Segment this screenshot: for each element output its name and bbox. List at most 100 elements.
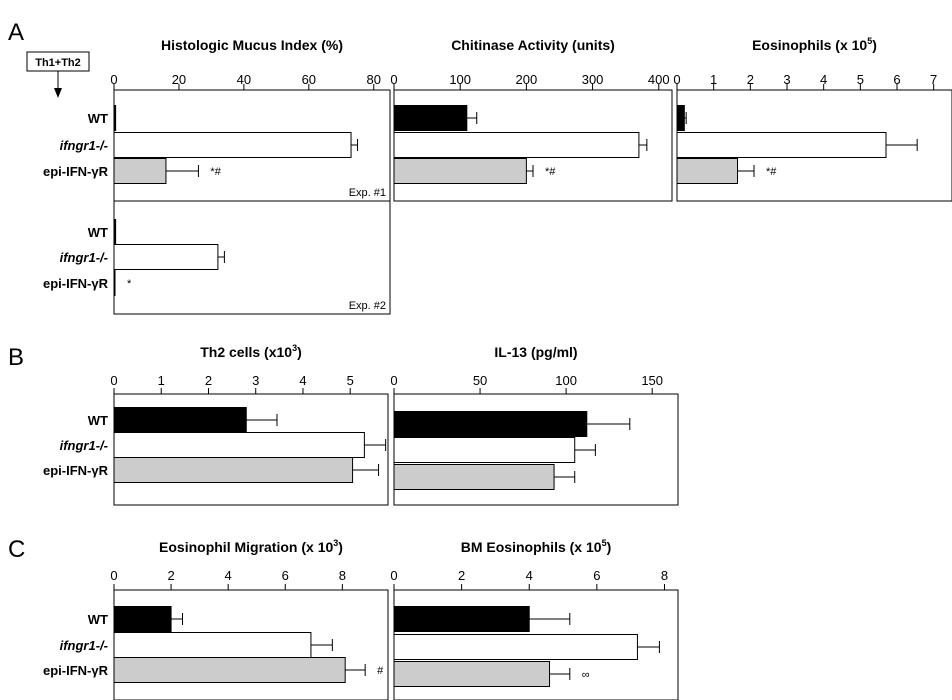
category-label: WT — [88, 225, 108, 240]
tick-label: 60 — [302, 72, 316, 87]
tick-label: 4 — [526, 568, 533, 583]
category-label: WT — [88, 612, 108, 627]
significance-mark: # — [377, 665, 384, 677]
bar-epi-ifn-r — [393, 464, 555, 490]
category-label: ifngr1-/- — [60, 138, 108, 153]
tick-label: 0 — [390, 568, 397, 583]
chart-title: Th2 cells (x103) — [200, 343, 302, 360]
tick-label: 100 — [555, 373, 577, 388]
chart-title: Eosinophils (x 105) — [752, 36, 877, 53]
tick-label: 6 — [593, 568, 600, 583]
tick-label: 0 — [110, 568, 117, 583]
tick-label: 0 — [673, 72, 680, 87]
tick-label: 20 — [172, 72, 186, 87]
tick-label: 80 — [367, 72, 381, 87]
experiment-label: Exp. #1 — [349, 187, 386, 199]
bar-ifngr1- — [113, 432, 365, 458]
tick-label: 3 — [252, 373, 259, 388]
tick-label: 7 — [930, 72, 937, 87]
bar-ifngr1- — [113, 132, 352, 158]
tick-label: 8 — [339, 568, 346, 583]
tick-label: 0 — [110, 373, 117, 388]
tick-label: 150 — [641, 373, 663, 388]
bar-epi-ifn-r — [113, 457, 354, 483]
bar-epi-ifn-r — [113, 657, 346, 683]
significance-mark: *# — [766, 166, 777, 178]
category-label: epi-IFN-γR — [43, 663, 109, 678]
tick-label: 2 — [747, 72, 754, 87]
chart-2: Chitinase Activity (units) 0 100 200 300 400 *… — [390, 37, 673, 202]
tick-label: 400 — [648, 72, 670, 87]
tick-label: 0 — [390, 373, 397, 388]
bar-epi-ifn-r — [393, 661, 551, 687]
bar-wt — [113, 105, 117, 131]
bar-wt — [113, 606, 172, 632]
chart-title: Histologic Mucus Index (%) — [161, 37, 343, 53]
panel-letter-c: C — [8, 536, 25, 563]
tick-label: 40 — [237, 72, 251, 87]
significance-mark: *# — [545, 166, 556, 178]
category-label: WT — [88, 111, 108, 126]
bar-ifngr1- — [113, 244, 219, 270]
chart-1: Histologic Mucus Index (%) 0 20 40 60 80 WT ifn… — [43, 37, 391, 315]
bar-wt — [676, 105, 685, 131]
tick-label: 6 — [282, 568, 289, 583]
category-label: WT — [88, 413, 108, 428]
title-superscript: 5 — [602, 538, 607, 548]
tick-label: 5 — [347, 373, 354, 388]
tick-label: 5 — [857, 72, 864, 87]
chart-3: Eosinophils (x 105) 0 1 2 3 4 5 6 7 *# — [673, 36, 952, 202]
bar-ifngr1- — [393, 634, 638, 660]
tick-label: 6 — [893, 72, 900, 87]
bar-wt — [113, 407, 247, 433]
tick-label: 200 — [516, 72, 538, 87]
bar-epi-ifn-r — [393, 158, 527, 184]
bar-ifngr1- — [393, 132, 640, 158]
bar-wt — [393, 411, 588, 437]
tick-label: 8 — [661, 568, 668, 583]
tick-label: 1 — [158, 373, 165, 388]
category-label: ifngr1-/- — [60, 438, 108, 453]
bar-ifngr1- — [676, 132, 887, 158]
chart-5: IL-13 (pg/ml) 0 50 100 150 — [390, 344, 679, 506]
category-label: epi-IFN-γR — [43, 276, 109, 291]
tick-label: 0 — [110, 72, 117, 87]
tick-label: 4 — [820, 72, 827, 87]
title-superscript: 3 — [333, 538, 338, 548]
category-label: ifngr1-/- — [60, 250, 108, 265]
significance-mark: * — [127, 278, 132, 290]
bar-wt — [393, 606, 530, 632]
bar-epi-ifn-r — [113, 158, 167, 184]
chart-title: IL-13 (pg/ml) — [494, 344, 577, 360]
tick-label: 4 — [299, 373, 306, 388]
bar-epi-ifn-r — [676, 158, 738, 184]
tick-label: 50 — [473, 373, 487, 388]
panel-letter-b: B — [8, 344, 24, 371]
tick-label: 2 — [167, 568, 174, 583]
tick-label: 3 — [783, 72, 790, 87]
tick-label: 300 — [582, 72, 604, 87]
title-superscript: 3 — [292, 343, 297, 353]
chart-4: Th2 cells (x103) 0 1 2 3 4 5 WT ifngr1-/- epi-IFN… — [43, 343, 389, 506]
chart-7: BM Eosinophils (x 105) 0 2 4 6 8 ∞ — [390, 538, 679, 700]
tick-label: 2 — [205, 373, 212, 388]
tick-label: 1 — [710, 72, 717, 87]
bar-wt — [113, 219, 117, 245]
bar-ifngr1- — [113, 632, 312, 658]
treatment-label-box: Th1+Th2 — [26, 51, 90, 98]
category-label: epi-IFN-γR — [43, 463, 109, 478]
chart-title: Eosinophil Migration (x 103) — [159, 538, 343, 555]
chart-6: Eosinophil Migration (x 103) 0 2 4 6 8 WT ifngr… — [43, 538, 389, 700]
category-label: epi-IFN-γR — [43, 164, 109, 179]
significance-mark: *# — [210, 166, 221, 178]
experiment-label: Exp. #2 — [349, 300, 386, 312]
panel-letter-a: A — [8, 19, 24, 46]
bar-epi-ifn-r — [113, 270, 116, 296]
bar-ifngr1- — [393, 437, 576, 463]
tick-label: 4 — [225, 568, 232, 583]
chart-title: BM Eosinophils (x 105) — [461, 538, 612, 555]
tick-label: 0 — [390, 72, 397, 87]
bar-wt — [393, 105, 468, 131]
treatment-label: Th1+Th2 — [35, 57, 81, 69]
